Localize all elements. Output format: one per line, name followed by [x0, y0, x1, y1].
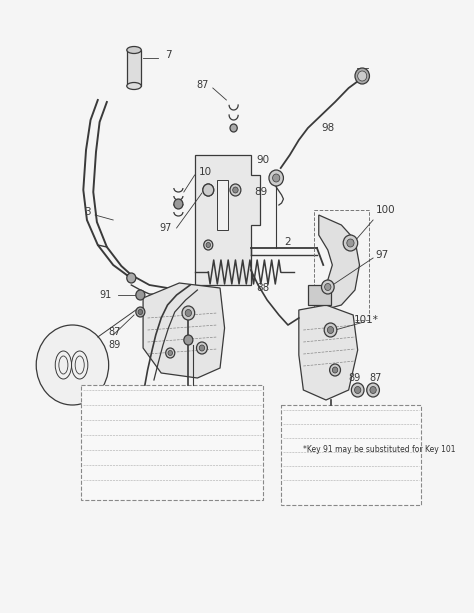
Ellipse shape [127, 83, 141, 89]
Circle shape [351, 383, 364, 397]
Circle shape [355, 387, 361, 394]
Text: 87: 87 [109, 327, 121, 337]
Circle shape [206, 243, 210, 248]
Circle shape [168, 351, 173, 356]
Circle shape [367, 383, 379, 397]
Circle shape [127, 273, 136, 283]
Circle shape [138, 310, 143, 314]
Bar [314, 210, 369, 320]
Circle shape [324, 323, 337, 337]
Circle shape [199, 345, 205, 351]
Text: 3: 3 [84, 207, 91, 217]
Circle shape [273, 174, 280, 182]
Circle shape [347, 239, 354, 247]
Text: 90: 90 [256, 155, 269, 165]
Text: 88: 88 [256, 283, 269, 293]
Bar [127, 50, 141, 86]
Circle shape [184, 335, 193, 345]
Bar [218, 180, 228, 230]
Text: *Key 91 may be substituted for Key 101: *Key 91 may be substituted for Key 101 [303, 445, 456, 454]
Text: 100: 100 [376, 205, 395, 215]
Circle shape [174, 199, 183, 209]
Circle shape [343, 235, 358, 251]
Circle shape [321, 280, 334, 294]
Circle shape [230, 124, 237, 132]
Text: 87: 87 [370, 373, 382, 383]
Bar [281, 405, 421, 505]
Circle shape [203, 184, 214, 196]
Circle shape [206, 187, 211, 193]
Text: 97: 97 [376, 250, 389, 260]
Bar [82, 385, 263, 500]
Text: 97: 97 [160, 223, 172, 233]
Circle shape [182, 306, 195, 320]
Text: 89: 89 [349, 373, 361, 383]
Circle shape [325, 283, 331, 291]
Circle shape [197, 342, 207, 354]
Circle shape [136, 307, 145, 317]
Circle shape [329, 364, 340, 376]
Circle shape [358, 71, 367, 81]
Circle shape [332, 367, 338, 373]
Text: 2: 2 [285, 237, 292, 247]
Text: 10: 10 [199, 167, 212, 177]
Polygon shape [143, 283, 225, 378]
Text: 89: 89 [254, 187, 267, 197]
Circle shape [166, 348, 175, 358]
Circle shape [204, 240, 213, 250]
Bar [308, 285, 330, 305]
Polygon shape [319, 215, 359, 310]
Text: 89: 89 [109, 340, 121, 350]
Ellipse shape [75, 356, 84, 374]
Polygon shape [195, 155, 260, 285]
Polygon shape [299, 305, 358, 400]
Ellipse shape [59, 356, 68, 374]
Circle shape [233, 187, 238, 193]
Text: 87: 87 [196, 80, 208, 90]
Circle shape [203, 184, 214, 196]
Text: 98: 98 [321, 123, 335, 133]
Circle shape [269, 170, 283, 186]
Text: 91: 91 [99, 290, 111, 300]
Circle shape [370, 387, 376, 394]
Circle shape [328, 327, 334, 333]
Circle shape [185, 310, 191, 316]
Text: 7: 7 [165, 50, 172, 60]
Circle shape [36, 325, 109, 405]
Circle shape [136, 290, 145, 300]
Ellipse shape [127, 47, 141, 53]
Circle shape [230, 184, 241, 196]
Text: 101*: 101* [354, 315, 379, 325]
Circle shape [355, 68, 369, 84]
